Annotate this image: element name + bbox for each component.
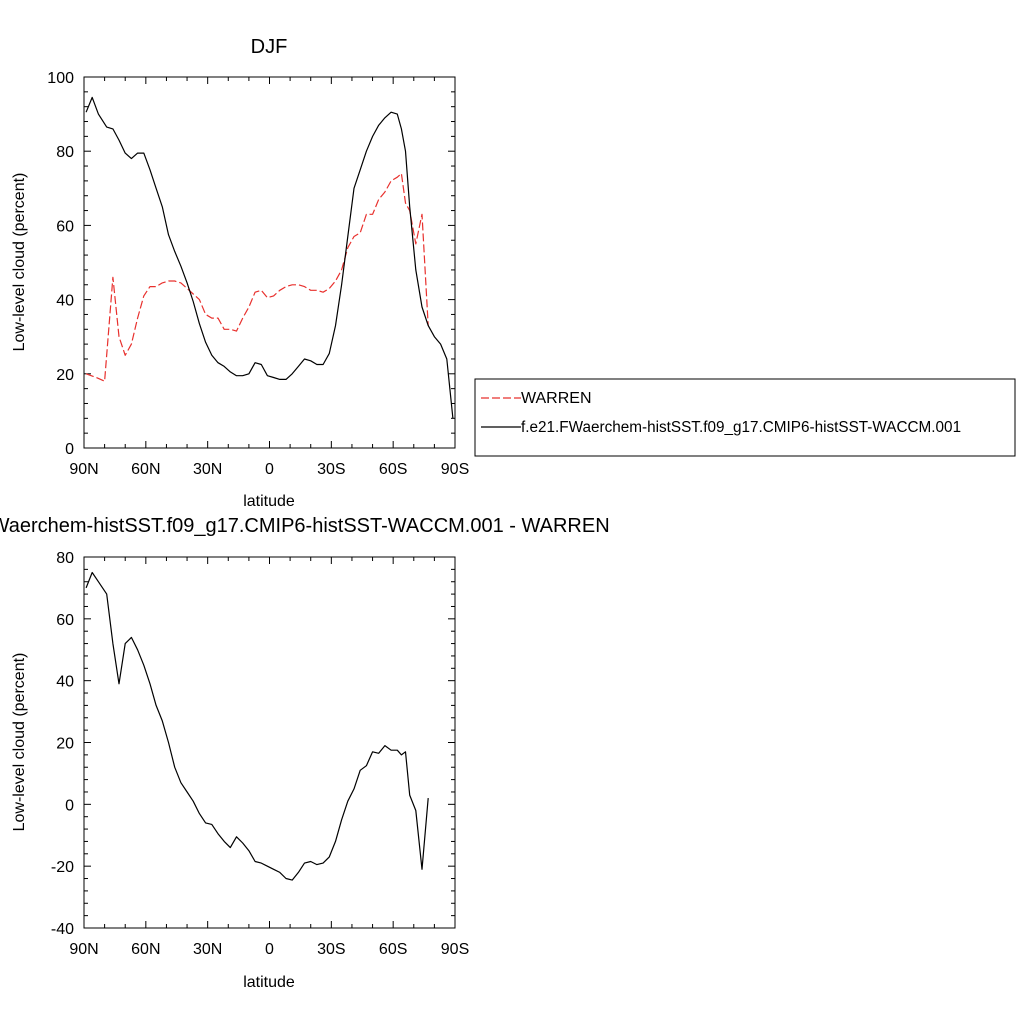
legend-box [474,378,1016,457]
bottom-x-axis-label: latitude [243,974,295,991]
bottom-y-tick-label: 0 [65,797,74,814]
top-y-tick-label: 20 [56,367,74,384]
bottom-chart-title: f.e21.FWaerchem-histSST.f09_g17.CMIP6-hi… [0,515,610,537]
bottom-panel: f.e21.FWaerchem-histSST.f09_g17.CMIP6-hi… [0,515,610,991]
top-y-tick-label: 60 [56,218,74,235]
top-x-tick-label: 30S [317,461,345,478]
bottom-plot-frame [83,556,456,929]
bottom-y-tick-label: 80 [56,550,74,567]
bottom-y-tick-label: -40 [51,921,74,938]
top-x-tick-label: 30N [193,461,222,478]
bottom-y-axis-label: Low-level cloud (percent) [11,653,28,832]
bottom-x-tick-label: 30N [193,941,222,958]
bottom-x-tick-label: 90N [69,941,98,958]
top-ticks [83,76,456,449]
top-x-tick-labels: 90N 60N 30N 0 30S 60S 90S [69,461,469,478]
top-y-axis-label: Low-level cloud (percent) [11,173,28,352]
top-x-tick-label: 60N [131,461,160,478]
bottom-y-tick-labels: -40 -20 0 20 40 60 80 [51,550,74,938]
bottom-x-tick-label: 60S [379,941,407,958]
bottom-y-tick-label: 20 [56,736,74,753]
bottom-y-tick-label: 60 [56,612,74,629]
bottom-x-tick-label: 30S [317,941,345,958]
top-x-tick-label: 90S [441,461,469,478]
top-chart-title: DJF [251,36,288,58]
top-x-tick-label: 0 [265,461,274,478]
bottom-series [85,571,429,881]
top-series [85,96,454,419]
top-y-tick-label: 40 [56,293,74,310]
legend: WARREN f.e21.FWaerchem-histSST.f09_g17.C… [474,378,1016,457]
top-x-tick-label: 60S [379,461,407,478]
top-plot-area: 90N 60N 30N 0 30S 60S 90S 0 20 40 60 80 100 [47,70,469,478]
top-plot-frame [83,76,456,449]
top-y-tick-labels: 0 20 40 60 80 100 [47,70,74,458]
top-x-tick-label: 90N [69,461,98,478]
top-series-line-model [85,96,454,419]
bottom-y-tick-label: 40 [56,674,74,691]
bottom-x-tick-labels: 90N 60N 30N 0 30S 60S 90S [69,941,469,958]
bottom-ticks [83,556,456,929]
top-x-axis-label: latitude [243,493,295,510]
top-series-line-warren [85,172,429,382]
top-y-tick-label: 100 [47,70,74,87]
top-panel: DJF 90N 60N 30N 0 30S 60S 90S 0 20 40 60 80 100 lat… [11,36,1016,510]
bottom-plot-area: 90N 60N 30N 0 30S 60S 90S -40 -20 0 20 40 60 80 [51,550,469,958]
bottom-x-tick-label: 60N [131,941,160,958]
legend-model-label: f.e21.FWaerchem-histSST.f09_g17.CMIP6-hi… [521,419,961,436]
bottom-x-tick-label: 90S [441,941,469,958]
bottom-series-line-difference [85,571,429,881]
top-y-tick-label: 0 [65,441,74,458]
bottom-x-tick-label: 0 [265,941,274,958]
legend-warren-label: WARREN [521,390,592,407]
top-y-tick-label: 80 [56,144,74,161]
bottom-y-tick-label: -20 [51,859,74,876]
